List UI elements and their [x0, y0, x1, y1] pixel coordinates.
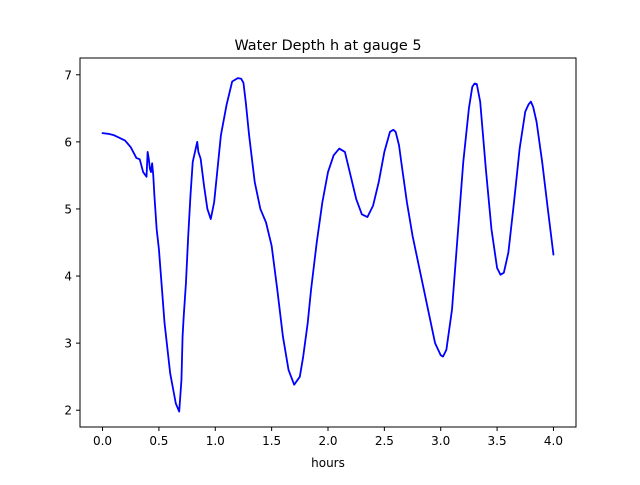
x-tick-label: 1.0 [206, 434, 225, 448]
y-tick-label: 3 [64, 337, 72, 351]
x-tick-label: 2.5 [375, 434, 394, 448]
x-tick-label: 3.0 [431, 434, 450, 448]
y-tick-label: 6 [64, 135, 72, 149]
axes: 0.0 0.5 1.0 1.5 2.0 2.5 3.0 3.5 4.0 2 3 4 5 6 7 [64, 57, 577, 448]
x-tick-label: 0.5 [149, 434, 168, 448]
x-tick-label: 4.0 [544, 434, 563, 448]
x-tick-label: 2.0 [318, 434, 337, 448]
x-tick-label: 3.5 [488, 434, 507, 448]
y-tick-label: 5 [64, 202, 72, 216]
y-tick-label: 7 [64, 68, 72, 82]
plot-area [101, 77, 555, 413]
y-tick-label: 4 [64, 270, 72, 284]
x-tick-label: 0.0 [93, 434, 112, 448]
chart-title: Water Depth h at gauge 5 [234, 38, 421, 54]
series-line-0 [101, 77, 555, 413]
x-tick-label: 1.5 [262, 434, 281, 448]
y-tick-label: 2 [64, 404, 72, 418]
x-axis-label: hours [311, 456, 345, 470]
